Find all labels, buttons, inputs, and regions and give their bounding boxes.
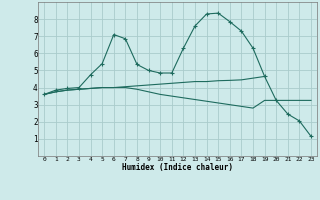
X-axis label: Humidex (Indice chaleur): Humidex (Indice chaleur) xyxy=(122,163,233,172)
